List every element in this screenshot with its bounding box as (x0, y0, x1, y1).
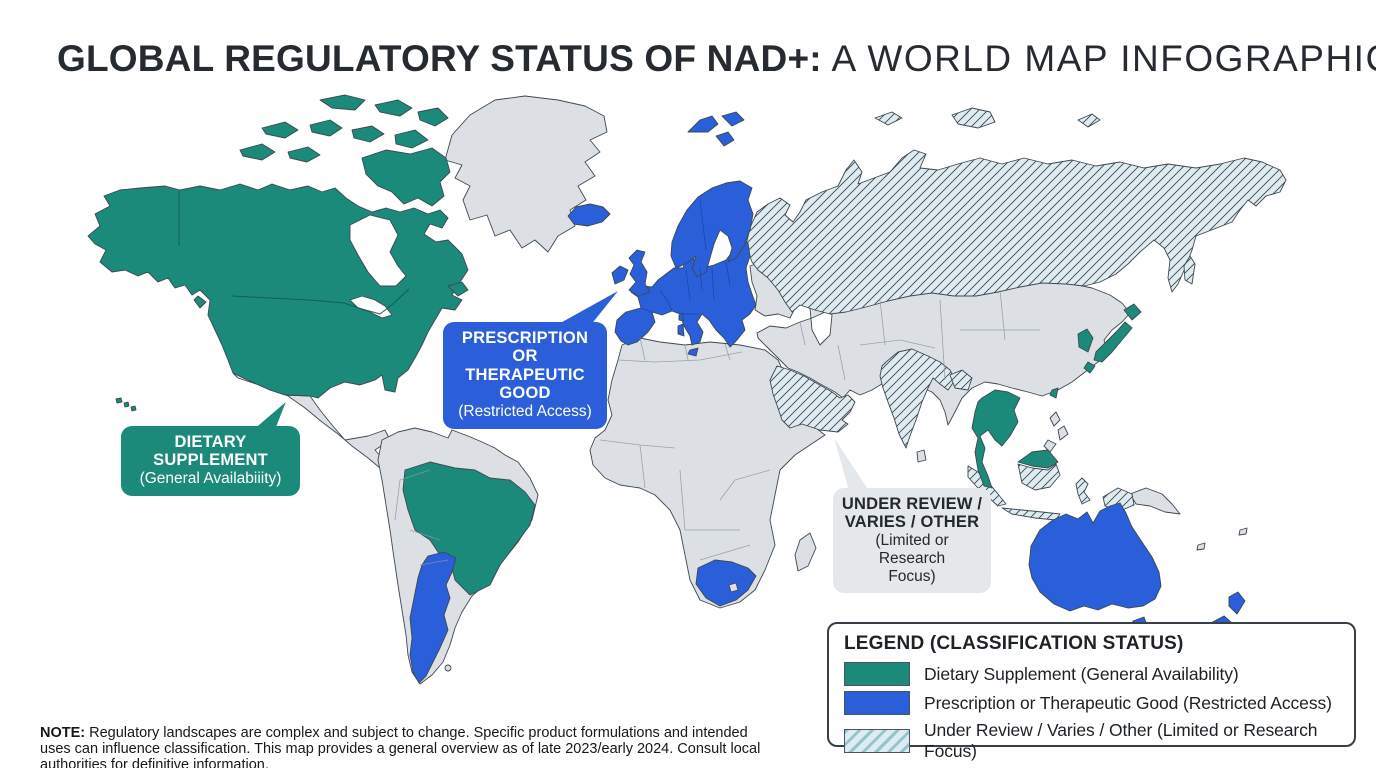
region-pacific-islands (1196, 527, 1248, 551)
region-baffin-island (361, 147, 451, 207)
region-newfoundland (447, 281, 469, 297)
region-arctic-russia-islands (874, 107, 1101, 129)
region-indonesia (967, 463, 1091, 521)
legend-row-prescription: Prescription or Therapeutic Good (Restri… (844, 691, 1339, 715)
country-borders (394, 289, 1040, 566)
region-himalaya-region (949, 369, 973, 391)
region-philippines (1043, 411, 1069, 453)
region-japan (1083, 303, 1142, 374)
prescription-callout-line2: THERAPEUTIC GOOD (465, 365, 585, 403)
region-india (879, 348, 956, 449)
region-falkland-islands (444, 664, 452, 672)
legend-swatch-review (844, 729, 910, 753)
legend-row-review: Under Review / Varies / Other (Limited o… (844, 720, 1339, 762)
region-argentina (409, 551, 457, 684)
region-iceland (567, 203, 611, 227)
prescription-callout: PRESCRIPTION OR THERAPEUTIC GOOD (Restri… (443, 322, 607, 429)
region-vancouver-island (193, 295, 207, 309)
region-greenland (444, 95, 608, 253)
region-canada-usa (87, 183, 469, 399)
region-canadian-arctic-islands (239, 94, 449, 163)
region-south-africa (695, 559, 757, 607)
region-ireland (611, 265, 629, 285)
region-indochina (971, 389, 1021, 489)
legend-label-review: Under Review / Varies / Other (Limited o… (924, 720, 1318, 761)
page-title: GLOBAL REGULATORY STATUS OF NAD+: A WORL… (57, 37, 1376, 80)
legend-row-dietary: Dietary Supplement (General Availability… (844, 662, 1339, 686)
review-callout-line2: VARIES / OTHER (844, 513, 980, 532)
europe-internal-borders (640, 199, 731, 315)
review-callout-line3: (Limited or Research (875, 531, 949, 567)
review-callout-line4: Focus) (888, 567, 936, 585)
dietary-callout-line1: DIETARY SUPPLEMENT (153, 433, 268, 470)
region-uk (628, 249, 651, 297)
footnote-text: Regulatory landscapes are complex and su… (40, 724, 761, 768)
region-malaysia-borneo (1017, 449, 1059, 469)
region-hawaii (115, 397, 137, 412)
usa-canada-border (178, 191, 410, 315)
region-sakhalin (1183, 255, 1196, 285)
legend: LEGEND (CLASSIFICATION STATUS) Dietary S… (827, 622, 1356, 761)
legend-swatch-dietary (844, 662, 910, 686)
region-png-east (1129, 487, 1181, 515)
legend-title: LEGEND (CLASSIFICATION STATUS) (844, 633, 1184, 654)
dietary-callout: DIETARY SUPPLEMENT (General Availabiiity… (121, 426, 300, 496)
footnote-label: NOTE: (40, 724, 86, 741)
review-callout-line1: UNDER REVIEW / (841, 495, 983, 513)
region-svalbard (687, 111, 745, 147)
region-africa (589, 337, 826, 609)
region-australia (1028, 502, 1162, 612)
prescription-callout-line1: PRESCRIPTION OR (461, 329, 589, 366)
legend-swatch-prescription (844, 691, 910, 715)
footnote: NOTE: Regulatory landscapes are complex … (40, 725, 782, 768)
prescription-callout-line3: (Restricted Access) (458, 402, 592, 420)
legend-label-prescription: Prescription or Therapeutic Good (Restri… (924, 692, 1332, 713)
review-callout: UNDER REVIEW / VARIES / OTHER (Limited o… (833, 488, 991, 594)
region-west-new-guinea (1102, 487, 1135, 512)
dietary-callout-line2: (General Availabiiity) (139, 469, 282, 487)
region-arabian-peninsula (769, 365, 856, 433)
region-sri-lanka (916, 449, 927, 463)
region-scandinavia (670, 180, 754, 278)
region-taiwan (1049, 387, 1059, 399)
page-title-bold: GLOBAL REGULATORY STATUS OF NAD+: (57, 37, 822, 79)
region-korea (1077, 328, 1094, 353)
legend-label-dietary: Dietary Supplement (General Availability… (924, 663, 1239, 684)
page-title-light: A WORLD MAP INFOGRAPHIC (821, 37, 1376, 79)
region-madagascar (794, 532, 817, 572)
region-russia (745, 149, 1287, 315)
